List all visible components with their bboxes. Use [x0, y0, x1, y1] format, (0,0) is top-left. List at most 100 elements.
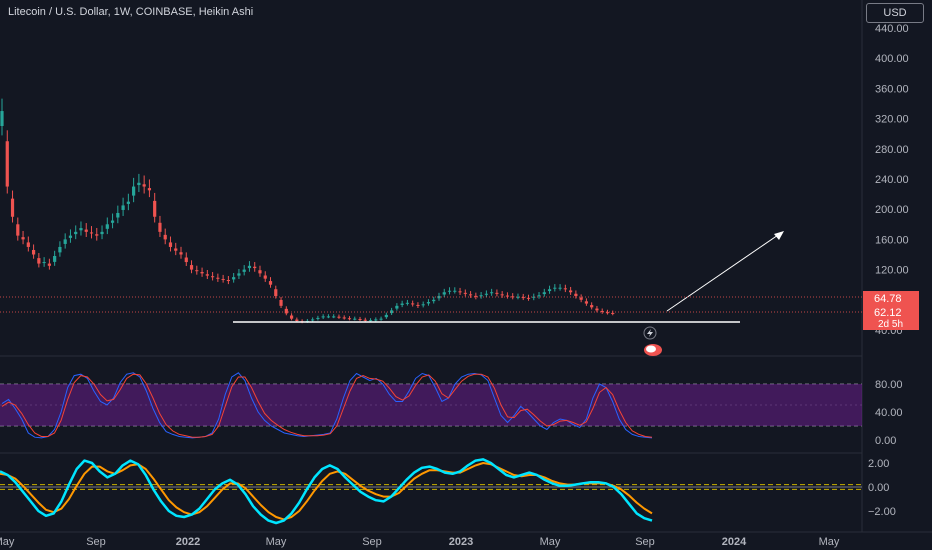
candle-body — [205, 274, 209, 276]
candle-body — [68, 235, 73, 238]
stochastic-band — [0, 384, 862, 426]
candle-body — [605, 312, 610, 314]
candle-body — [153, 200, 157, 217]
time-tick-label: 2023 — [449, 536, 473, 548]
candle-body — [63, 239, 67, 244]
time-tick-label: Sep — [362, 536, 382, 548]
last-close-badge-label: 64.78 — [874, 293, 902, 305]
candle-body — [553, 287, 557, 289]
candle-body — [168, 242, 173, 247]
candle-body — [289, 315, 294, 319]
candle-body — [505, 295, 510, 297]
candle-body — [189, 265, 194, 270]
candle-body — [216, 277, 220, 279]
price-tick-label: 320.00 — [875, 114, 909, 126]
candle-body — [563, 288, 567, 290]
candle-body — [74, 231, 78, 235]
time-tick-label: May — [266, 536, 287, 548]
candle-body — [400, 303, 404, 305]
candle-body — [395, 305, 399, 309]
candle-body — [174, 248, 178, 251]
candle-body — [226, 280, 230, 282]
candle-body — [242, 269, 246, 272]
osc-tick-label: 0.00 — [868, 482, 889, 494]
candle-body — [26, 242, 30, 247]
candle-body — [590, 305, 594, 308]
candle-body — [279, 299, 283, 306]
price-tick-label: 440.00 — [875, 23, 909, 35]
candle-body — [100, 231, 104, 235]
candle-body — [332, 316, 336, 318]
time-tick-label: Sep — [635, 536, 655, 548]
stoch-tick-label: 0.00 — [875, 435, 896, 447]
time-tick-label: May — [819, 536, 840, 548]
candle-body — [337, 316, 341, 318]
candle-body — [116, 212, 120, 218]
stochastic-pane — [1, 372, 653, 439]
candle-body — [311, 319, 315, 321]
oscillator-pane — [0, 458, 653, 525]
candle-body — [295, 319, 299, 321]
candle-body — [532, 296, 536, 298]
candle-body — [432, 299, 436, 302]
candle-body — [569, 290, 573, 293]
candle-body — [16, 224, 20, 236]
candle-body — [184, 257, 188, 263]
time-tick-label: 2022 — [176, 536, 200, 548]
candle-body — [253, 266, 257, 269]
candle-body — [221, 278, 225, 280]
price-tick-label: 360.00 — [875, 83, 909, 95]
candle-body — [411, 303, 415, 305]
price-tick-label: 280.00 — [875, 144, 909, 156]
candle-body — [42, 262, 46, 264]
candle-body — [121, 205, 125, 210]
candle-body — [521, 297, 525, 299]
lightning-glyph-icon — [647, 329, 653, 337]
osc-slow-line — [0, 462, 653, 521]
candle-body — [247, 265, 252, 269]
candle-body — [453, 290, 457, 292]
candle-body — [342, 317, 346, 319]
candle-body — [31, 249, 36, 255]
candle-body — [268, 281, 273, 285]
candle-body — [484, 293, 488, 295]
price-tick-label: 120.00 — [875, 265, 909, 277]
candle-body — [89, 232, 94, 234]
candle-body — [463, 292, 467, 294]
candle-body — [426, 302, 431, 304]
candle-body — [147, 188, 152, 191]
stoch-k-line — [1, 372, 653, 439]
candle-body — [584, 301, 589, 304]
candle-body — [368, 320, 373, 322]
candle-body — [474, 295, 478, 297]
stoch-d-line — [1, 373, 653, 438]
candle-body — [516, 296, 520, 298]
candle-body — [347, 318, 352, 320]
last-close-badge — [863, 291, 919, 305]
earnings-badge-inner-icon — [646, 345, 656, 353]
candle-body — [0, 111, 4, 126]
candle-body — [390, 310, 394, 314]
candle-body — [195, 270, 199, 272]
candle-body — [611, 312, 615, 314]
candle-body — [10, 198, 15, 217]
candle-body — [110, 220, 115, 223]
candle-body — [547, 289, 552, 292]
candle-body — [84, 229, 88, 232]
candle-body — [442, 292, 446, 295]
candle-body — [458, 291, 462, 293]
candle-body — [495, 292, 499, 294]
candle-body — [263, 275, 267, 279]
candle-body — [421, 304, 425, 306]
currency-button[interactable]: USD — [866, 3, 924, 23]
price-tick-label: 400.00 — [875, 53, 909, 65]
candle-body — [132, 186, 136, 196]
candle-body — [384, 314, 388, 318]
time-tick-label: May — [0, 536, 15, 548]
candle-body — [358, 318, 362, 320]
candle-body — [237, 273, 241, 276]
arrow-head-icon — [774, 231, 784, 240]
candle-body — [200, 272, 204, 274]
candle-body — [447, 290, 452, 292]
